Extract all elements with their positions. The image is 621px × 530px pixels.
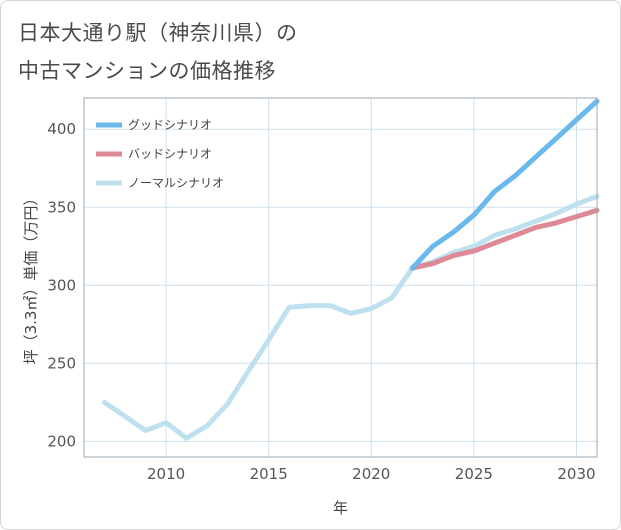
legend-label-bad: バッドシナリオ [128,147,212,161]
legend-label-normal: ノーマルシナリオ [128,176,224,190]
series-line-bad [409,207,600,271]
y-tick-label-350: 350 [47,198,76,216]
y-tick-label-250: 250 [47,354,76,372]
axis-ticks: 2010 2015 2020 2025 2030 200 250 300 350 400 [47,120,595,483]
x-tick-label-2010: 2010 [147,465,185,483]
series-line-good [409,98,600,271]
x-tick-label-2025: 2025 [455,465,493,483]
grid [84,98,597,457]
chart-title-line1: 日本大通り駅（神奈川県）の [18,21,298,45]
legend-label-good: グッドシナリオ [128,118,212,132]
x-tick-label-2030: 2030 [557,465,595,483]
chart-title-line2: 中古マンションの価格推移 [18,59,276,83]
x-tick-label-2020: 2020 [352,465,390,483]
y-axis-label: 坪（3.3㎡）単価（万円） [22,191,40,365]
y-tick-label-300: 300 [47,276,76,294]
plot-frame [83,97,598,458]
series-lines [102,98,600,441]
x-tick-label-2015: 2015 [250,465,288,483]
y-tick-label-200: 200 [47,432,76,450]
x-axis-label: 年 [333,499,348,517]
y-tick-label-400: 400 [47,120,76,138]
series-line-normal [102,193,600,441]
